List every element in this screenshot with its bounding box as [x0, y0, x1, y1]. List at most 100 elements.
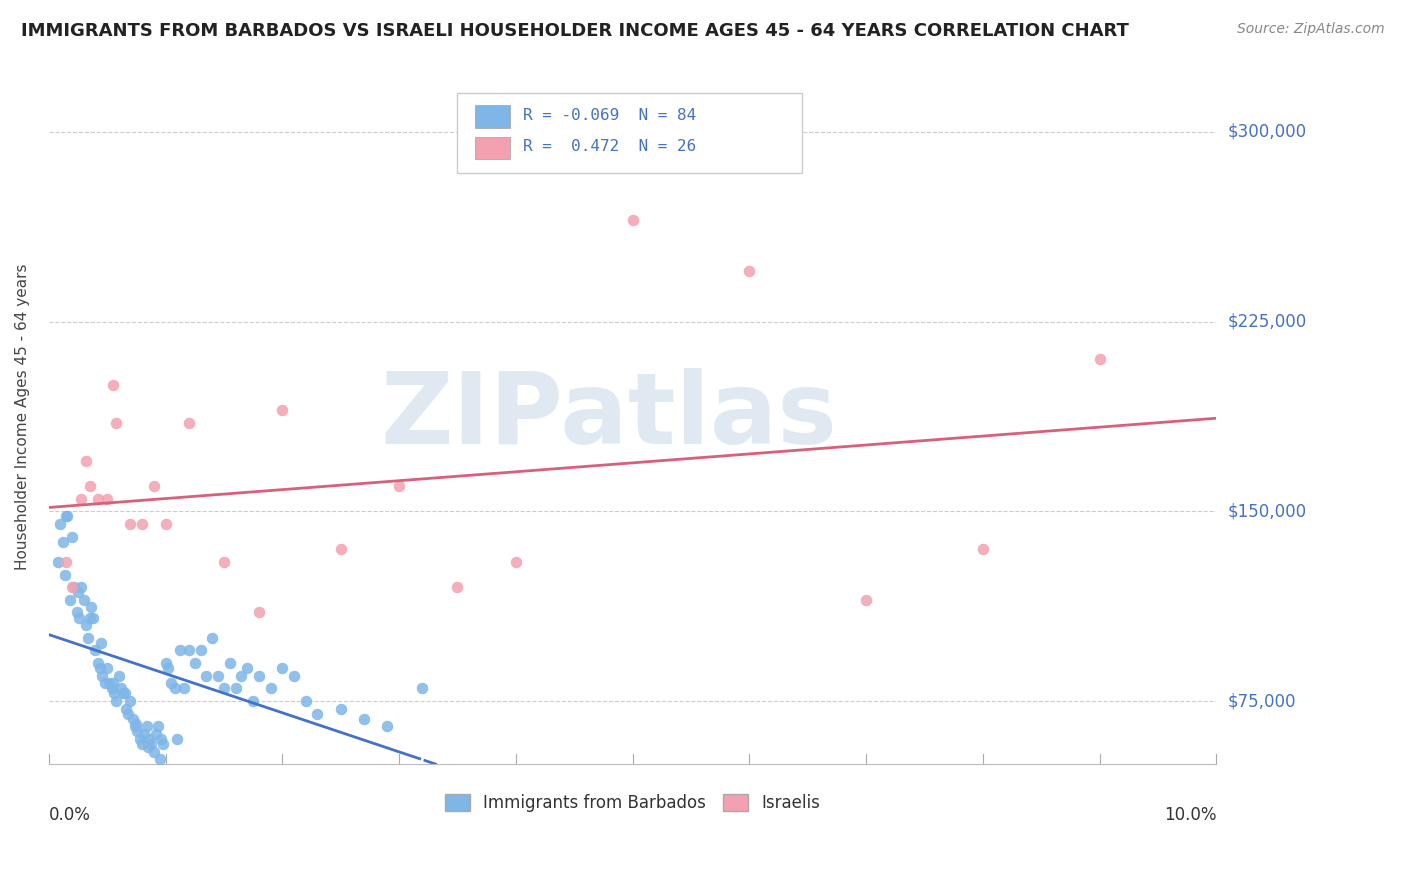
Point	[84, 643, 107, 657]
Point	[353, 712, 375, 726]
Point	[242, 694, 264, 708]
Point	[247, 606, 270, 620]
Point	[114, 686, 136, 700]
Point	[283, 669, 305, 683]
Point	[190, 643, 212, 657]
Point	[53, 567, 76, 582]
Text: Source: ZipAtlas.com: Source: ZipAtlas.com	[1237, 22, 1385, 37]
Text: $225,000: $225,000	[1227, 312, 1306, 331]
Point	[101, 681, 124, 696]
Point	[73, 592, 96, 607]
Text: R = -0.069  N = 84: R = -0.069 N = 84	[523, 108, 696, 122]
Point	[117, 706, 139, 721]
Y-axis label: Householder Income Ages 45 - 64 years: Householder Income Ages 45 - 64 years	[15, 263, 30, 570]
Point	[82, 610, 104, 624]
Point	[75, 618, 97, 632]
Point	[177, 643, 200, 657]
Point	[411, 681, 433, 696]
Point	[80, 600, 103, 615]
Point	[52, 534, 75, 549]
Point	[79, 610, 101, 624]
Point	[124, 719, 146, 733]
Point	[738, 264, 761, 278]
Point	[96, 491, 118, 506]
Point	[46, 555, 69, 569]
Point	[148, 719, 170, 733]
Point	[155, 516, 177, 531]
Point	[294, 694, 316, 708]
Point	[96, 661, 118, 675]
Point	[271, 661, 294, 675]
Point	[56, 509, 79, 524]
Point	[91, 669, 114, 683]
Point	[63, 580, 86, 594]
Point	[55, 509, 77, 524]
Point	[101, 676, 124, 690]
Legend: Immigrants from Barbados, Israelis: Immigrants from Barbados, Israelis	[439, 787, 827, 819]
Point	[94, 676, 117, 690]
Point	[152, 737, 174, 751]
Point	[207, 669, 229, 683]
Point	[855, 592, 877, 607]
Point	[142, 745, 165, 759]
Point	[125, 716, 148, 731]
Point	[145, 727, 167, 741]
Point	[114, 701, 136, 715]
Point	[271, 403, 294, 417]
Point	[183, 656, 205, 670]
Point	[388, 479, 411, 493]
Point	[67, 610, 90, 624]
Point	[134, 727, 156, 741]
Point	[163, 681, 186, 696]
Text: 10.0%: 10.0%	[1164, 806, 1216, 824]
Text: ZIPatlas: ZIPatlas	[381, 368, 838, 465]
Point	[375, 719, 398, 733]
Point	[142, 479, 165, 493]
Point	[166, 731, 188, 746]
Point	[156, 661, 179, 675]
Point	[141, 737, 163, 751]
Point	[160, 676, 183, 690]
Bar	[475, 136, 510, 159]
Point	[105, 416, 128, 430]
Point	[446, 580, 468, 594]
FancyBboxPatch shape	[457, 93, 801, 173]
Point	[231, 669, 253, 683]
Point	[103, 686, 125, 700]
Point	[55, 555, 77, 569]
Point	[329, 542, 352, 557]
Point	[112, 686, 135, 700]
Point	[60, 530, 83, 544]
Point	[66, 585, 89, 599]
Point	[135, 719, 157, 733]
Point	[307, 706, 329, 721]
Point	[218, 656, 240, 670]
Point	[87, 656, 110, 670]
Point	[105, 694, 128, 708]
Point	[101, 377, 124, 392]
Point	[87, 491, 110, 506]
Point	[121, 712, 143, 726]
Point	[329, 701, 352, 715]
Text: $150,000: $150,000	[1227, 502, 1306, 520]
Text: $300,000: $300,000	[1227, 123, 1306, 141]
Point	[621, 213, 644, 227]
Text: $75,000: $75,000	[1227, 692, 1296, 710]
Point	[1088, 352, 1111, 367]
Point	[138, 731, 160, 746]
Point	[60, 580, 83, 594]
Point	[177, 416, 200, 430]
Point	[247, 669, 270, 683]
Point	[128, 731, 150, 746]
Point	[89, 661, 111, 675]
Point	[259, 681, 281, 696]
Point	[75, 453, 97, 467]
Point	[136, 739, 159, 754]
Point	[98, 676, 121, 690]
Point	[120, 516, 142, 531]
Point	[66, 606, 89, 620]
Point	[169, 643, 191, 657]
Point	[131, 737, 153, 751]
Point	[212, 681, 235, 696]
Point	[212, 555, 235, 569]
